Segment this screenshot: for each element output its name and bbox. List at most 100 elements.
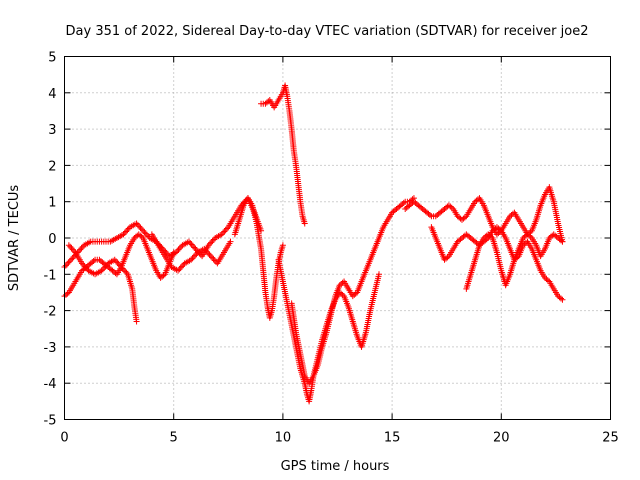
x-tick-label: 15 <box>384 431 401 446</box>
data-point <box>64 261 71 268</box>
y-tick-label: 0 <box>48 232 56 247</box>
data-point <box>176 245 183 252</box>
y-tick-label: 5 <box>48 51 56 66</box>
data-point <box>78 260 85 267</box>
data-point <box>120 231 127 238</box>
data-point <box>218 231 225 238</box>
data-point <box>187 240 194 247</box>
data-point <box>527 233 534 240</box>
axis-ticks: 0 5 10 15 20 25 -5 -4 -3 -2 -1 0 1 2 3 4 5 <box>44 51 619 446</box>
series-trace-11 <box>463 231 566 292</box>
chart-title: Day 351 of 2022, Sidereal Day-to-day VTE… <box>66 24 589 39</box>
data-point <box>177 264 184 271</box>
data-point <box>301 220 308 227</box>
data-point <box>176 266 183 273</box>
data-point <box>203 248 210 255</box>
data-point <box>99 266 106 273</box>
data-point <box>201 245 208 252</box>
x-tick-label: 10 <box>275 431 292 446</box>
data-point <box>138 226 145 233</box>
data-point <box>426 212 433 219</box>
data-point <box>352 290 359 297</box>
data-point <box>192 245 199 252</box>
y-tick-label: -2 <box>44 305 57 320</box>
y-tick-label: 1 <box>48 196 56 211</box>
x-tick-label: 5 <box>170 431 178 446</box>
data-point <box>461 214 468 221</box>
data-point <box>116 262 123 269</box>
data-point <box>206 251 213 258</box>
data-point <box>188 256 195 263</box>
data-layer <box>61 82 566 405</box>
data-point <box>227 238 234 245</box>
data-point <box>559 238 566 245</box>
x-tick-label: 25 <box>602 431 619 446</box>
data-point <box>112 270 119 277</box>
data-point <box>133 220 140 227</box>
x-tick-label: 0 <box>60 431 68 446</box>
data-point <box>114 259 121 266</box>
data-point <box>81 263 88 270</box>
data-point <box>544 277 551 284</box>
data-point <box>523 239 530 246</box>
data-point <box>113 258 120 265</box>
data-point <box>175 267 182 274</box>
data-point <box>69 246 76 253</box>
data-point <box>559 296 566 303</box>
data-point <box>170 249 177 256</box>
data-point <box>185 238 192 245</box>
data-point <box>69 255 76 262</box>
data-point <box>192 252 199 259</box>
data-point <box>68 245 75 252</box>
data-point <box>496 226 503 233</box>
data-point <box>202 247 209 254</box>
data-point <box>265 98 272 105</box>
data-point <box>80 261 87 268</box>
grid <box>64 56 611 420</box>
data-point <box>178 263 185 270</box>
series-trace-6 <box>258 82 308 227</box>
data-point <box>142 230 149 237</box>
data-point <box>339 279 346 286</box>
data-point <box>475 196 482 203</box>
data-point <box>190 253 197 260</box>
data-point <box>123 269 130 276</box>
data-point <box>123 228 130 235</box>
data-point <box>209 237 216 244</box>
data-point <box>209 254 216 261</box>
series-trace-4 <box>148 231 234 274</box>
data-point <box>90 257 97 264</box>
y-tick-label: 3 <box>48 123 56 138</box>
data-point <box>448 204 455 211</box>
data-point <box>98 267 105 274</box>
data-point <box>68 256 75 263</box>
x-tick-label: 20 <box>493 431 510 446</box>
data-point <box>557 237 564 244</box>
data-point <box>62 262 69 269</box>
data-point <box>400 199 407 206</box>
y-tick-label: -4 <box>44 377 57 392</box>
data-point <box>339 291 346 298</box>
y-tick-label: -1 <box>44 268 57 283</box>
data-point <box>174 248 181 255</box>
data-point <box>115 261 122 268</box>
data-point <box>101 264 108 271</box>
data-point <box>82 264 89 271</box>
y-tick-label: 2 <box>48 159 56 174</box>
data-point <box>205 242 212 249</box>
data-point <box>189 255 196 262</box>
data-point <box>191 244 198 251</box>
y-axis-label: SDTVAR / TECUs <box>7 185 22 292</box>
data-point <box>64 290 71 297</box>
data-point <box>70 253 77 260</box>
data-point <box>279 242 286 249</box>
data-point <box>138 233 145 240</box>
data-point <box>207 253 214 260</box>
data-point <box>223 225 230 232</box>
data-point <box>210 256 217 263</box>
series-trace-8 <box>288 271 382 387</box>
data-point <box>65 259 72 266</box>
data-point <box>102 263 109 270</box>
